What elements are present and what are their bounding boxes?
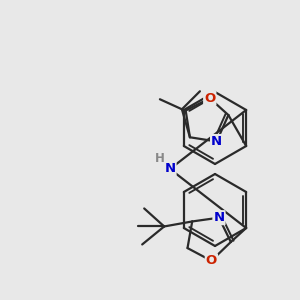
Text: H: H [155, 152, 165, 164]
Text: N: N [211, 135, 222, 148]
Text: O: O [204, 92, 215, 105]
Text: O: O [206, 254, 217, 267]
Text: N: N [213, 211, 224, 224]
Text: N: N [164, 163, 175, 176]
